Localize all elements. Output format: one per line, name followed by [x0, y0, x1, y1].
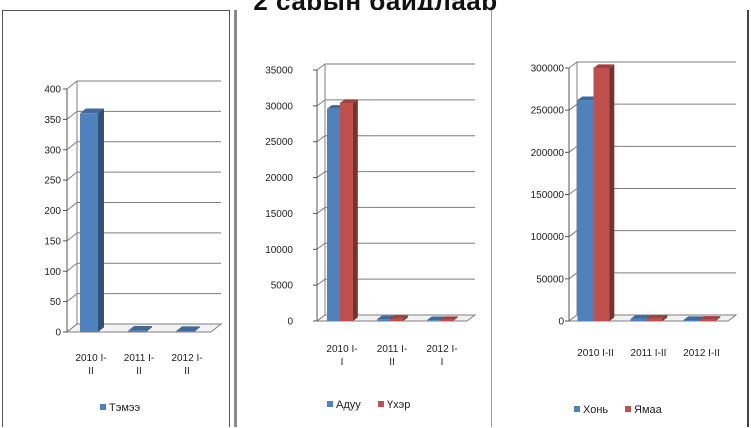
y-tick-label: 150000 [531, 190, 565, 201]
category-label: 2012 I- [426, 344, 457, 355]
category-label: II [184, 366, 190, 377]
y-tick-label: 400 [44, 85, 61, 96]
y-tick-label: 0 [287, 317, 293, 328]
y-tick-label: 20000 [265, 173, 293, 184]
bar [390, 315, 408, 321]
y-tick-label: 300000 [531, 64, 565, 75]
y-tick-label: 10000 [265, 245, 293, 256]
gridline [568, 61, 736, 69]
y-tick-label: 150 [44, 236, 61, 247]
y-tick-label: 35000 [265, 66, 293, 77]
category-label: 2012 I-II [683, 348, 720, 359]
legend-swatch [625, 406, 631, 412]
category-label: 2010 I-II [577, 348, 614, 359]
chart-panel-3: 0 50000 100000 150000 200000 250000 300000 2010… [491, 10, 749, 427]
bar [593, 64, 615, 322]
category-label: 2011 I-II [631, 348, 667, 359]
legend-swatch [574, 406, 580, 412]
y-tick-label: 15000 [265, 209, 293, 220]
y-tick-label: 0 [55, 328, 61, 339]
legend-label: Тэмээ [109, 402, 141, 414]
gridline [66, 80, 221, 90]
y-tick-label: 300 [44, 145, 61, 156]
legend-swatch [327, 401, 333, 407]
legend-label: Адуу [336, 399, 361, 411]
y-tick-label: 25000 [265, 137, 293, 148]
category-label: 2010 I- [326, 344, 357, 355]
y-tick-label: 350 [44, 115, 61, 126]
bar [80, 108, 104, 332]
y-tick-label: 50000 [536, 274, 564, 285]
bar-chart-3: 0 50000 100000 150000 200000 250000 300000 2010… [531, 61, 738, 416]
category-label: I [441, 357, 444, 368]
category-label: 2011 I- [377, 344, 407, 355]
y-tick-label: 100 [44, 267, 61, 278]
y-tick-label: 30000 [265, 101, 293, 112]
legend-swatch [100, 404, 106, 410]
legend-swatch [378, 401, 384, 407]
y-tick-label: 0 [558, 317, 564, 328]
category-label: 2012 I- [171, 353, 202, 364]
bar [340, 99, 358, 321]
bar [440, 316, 458, 321]
y-tick-label: 250000 [531, 106, 565, 117]
bar [646, 315, 668, 321]
chart-panel-1: 0 50 100 150 200 250 300 350 400 2010 I- II 2011 I-… [2, 10, 230, 427]
category-label: I [341, 357, 344, 368]
y-tick-label: 100000 [531, 232, 565, 243]
legend-label: Үхэр [387, 399, 410, 411]
legend-label: Хонь [583, 404, 608, 416]
category-label: 2010 I- [75, 353, 106, 364]
category-label: 2011 I- [124, 353, 154, 364]
category-label: II [88, 366, 94, 377]
bar-chart-1: 0 50 100 150 200 250 300 350 400 2010 I- II 2011 I-… [44, 80, 223, 414]
legend-label: Ямаа [634, 404, 663, 416]
chart-panel-2: 0 5000 10000 15000 20000 25000 30000 35000 2010 … [234, 10, 489, 427]
gridline [316, 63, 475, 71]
y-tick-label: 250 [44, 176, 61, 187]
y-tick-label: 5000 [271, 281, 294, 292]
bar-chart-2: 0 5000 10000 15000 20000 25000 30000 35000 2010 … [265, 63, 477, 411]
y-tick-label: 200 [44, 206, 61, 217]
bar [176, 326, 200, 332]
bar [699, 316, 721, 321]
bar [128, 325, 152, 332]
category-label: II [136, 366, 142, 377]
y-tick-label: 50 [50, 297, 62, 308]
y-tick-label: 200000 [531, 148, 565, 159]
category-label: II [389, 357, 395, 368]
